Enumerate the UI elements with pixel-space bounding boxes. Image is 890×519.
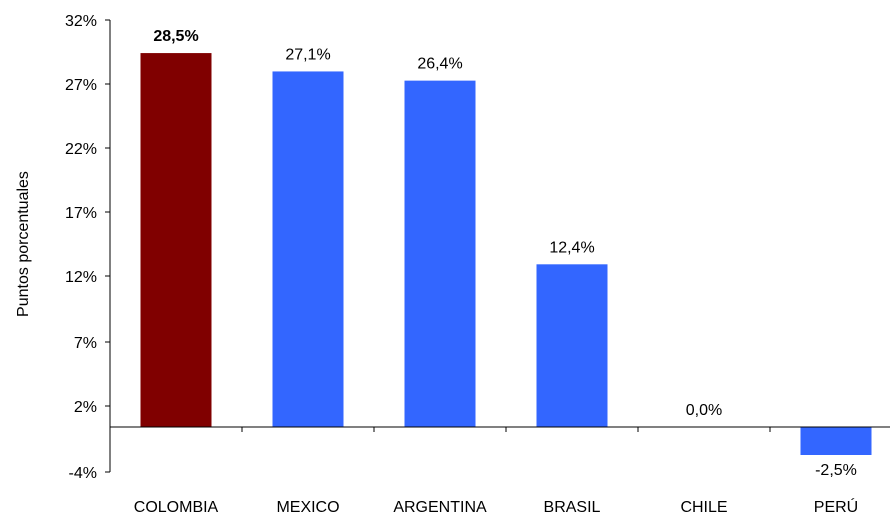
- y-tick-label: -4%: [69, 465, 97, 482]
- data-label: 26,4%: [417, 56, 462, 73]
- category-label: MEXICO: [276, 499, 339, 516]
- bar-colombia: [141, 53, 212, 427]
- data-label: -2,5%: [815, 462, 857, 479]
- category-label: ARGENTINA: [393, 499, 487, 516]
- y-tick-label: 12%: [65, 269, 97, 286]
- bar-mexico: [273, 71, 344, 427]
- labels-group: COLOMBIA 28,5% MEXICO 27,1% ARGENTINA 26,4% BR…: [134, 28, 858, 516]
- y-tick-label: 27%: [65, 77, 97, 94]
- y-axis-title: Puntos porcentuales: [15, 171, 32, 317]
- data-label: 28,5%: [153, 28, 198, 45]
- y-tick-label: 2%: [74, 399, 97, 416]
- category-label: PERÚ: [814, 497, 858, 516]
- y-tick-label: 17%: [65, 205, 97, 222]
- bars-group: [141, 53, 872, 455]
- y-tick-label: 22%: [65, 141, 97, 158]
- category-label: BRASIL: [544, 499, 601, 516]
- bar-perú: [801, 427, 872, 455]
- category-label: COLOMBIA: [134, 499, 219, 516]
- y-tick-label: 7%: [74, 335, 97, 352]
- data-label: 0,0%: [686, 402, 722, 419]
- bar-brasil: [537, 264, 608, 427]
- data-label: 27,1%: [285, 46, 330, 63]
- category-label: CHILE: [680, 499, 727, 516]
- data-label: 12,4%: [549, 239, 594, 256]
- bar-argentina: [405, 81, 476, 427]
- y-tick-label: 32%: [65, 13, 97, 30]
